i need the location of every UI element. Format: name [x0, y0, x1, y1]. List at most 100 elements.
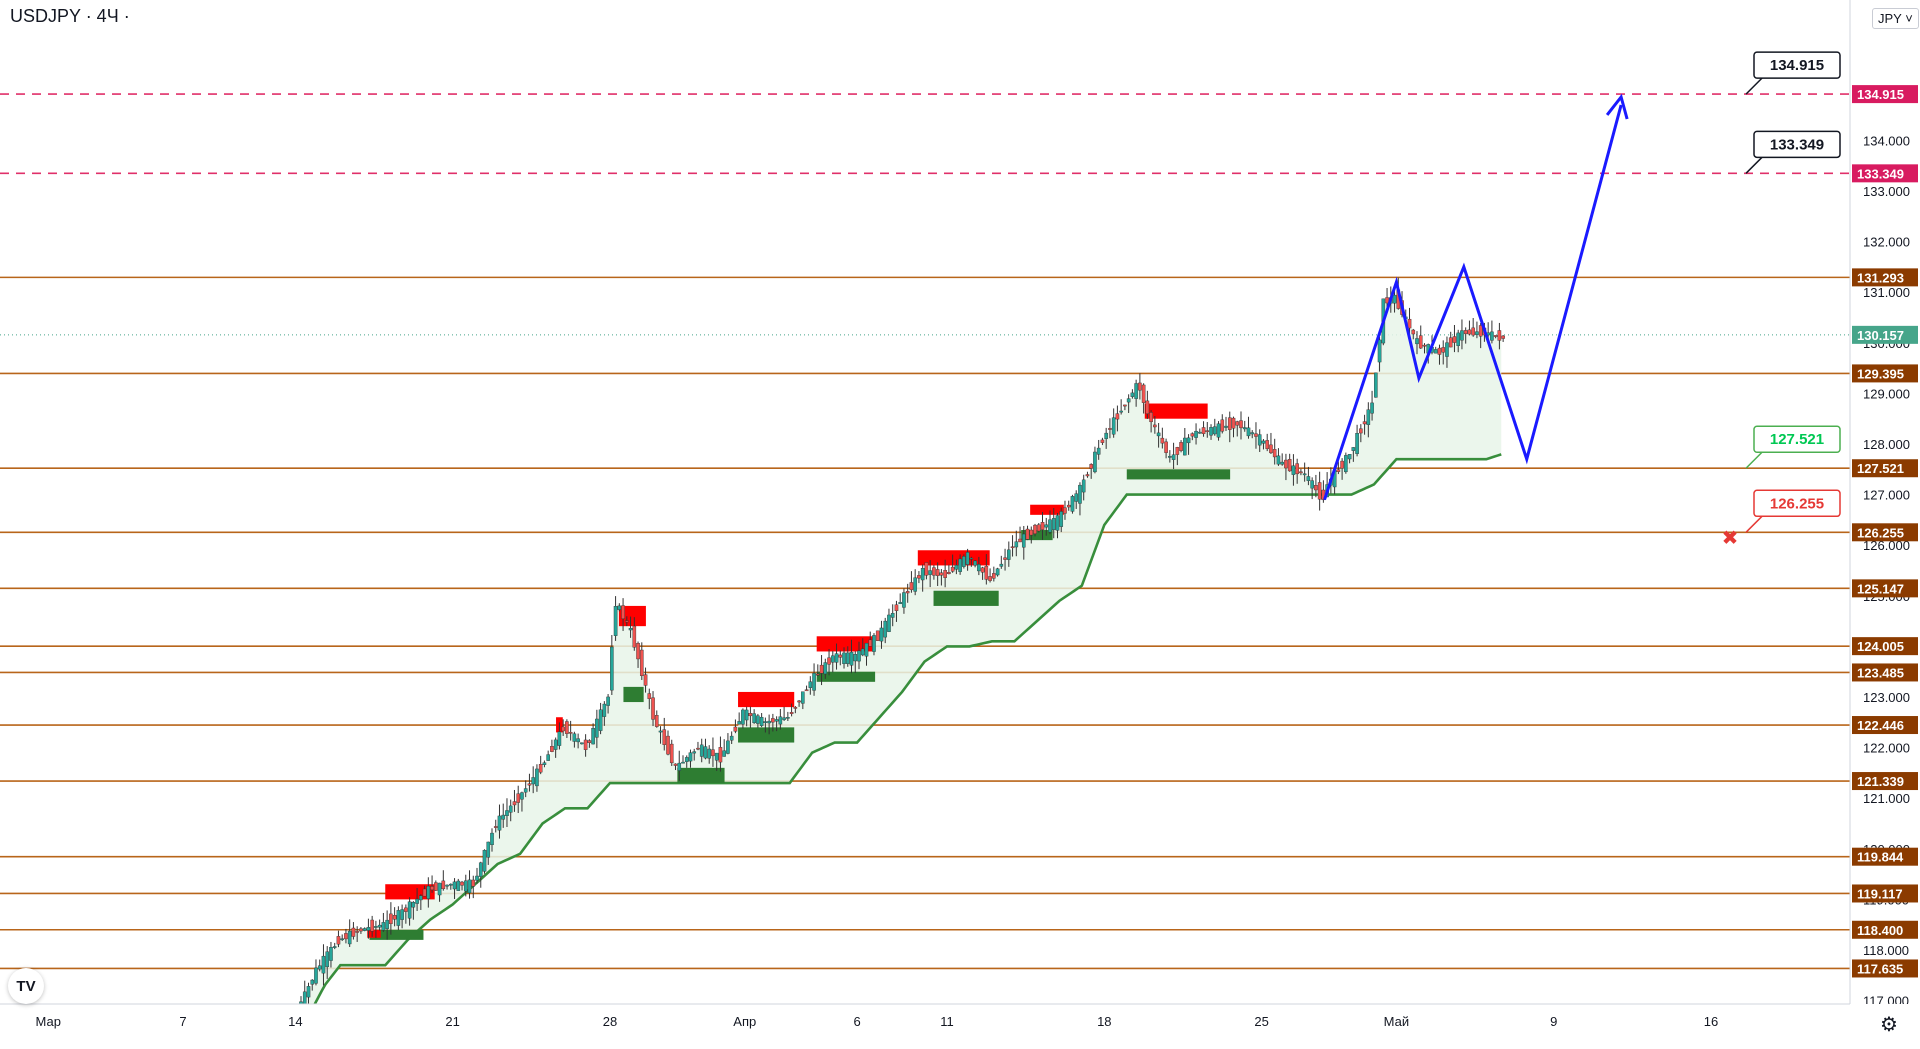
- candle-body: [1287, 459, 1292, 472]
- candle-body: [1007, 549, 1011, 560]
- candle-body: [827, 657, 831, 665]
- callout-label: 134.915: [1770, 57, 1824, 74]
- candle-body: [1231, 417, 1236, 429]
- plot-area: 134.915 133.349 127.521 126.255 ✖: [0, 51, 1850, 1004]
- candle-body: [606, 696, 610, 706]
- candle-body: [463, 880, 468, 892]
- candle-body: [1246, 427, 1251, 437]
- candle-body: [823, 662, 828, 675]
- candle-body: [1205, 430, 1210, 432]
- candle-body: [1317, 482, 1322, 500]
- candle-body: [1411, 329, 1416, 335]
- candle-body: [460, 881, 464, 886]
- candle-body: [954, 564, 959, 570]
- candle-body: [325, 951, 330, 968]
- candle-body: [1138, 382, 1142, 391]
- candle-body: [639, 649, 644, 676]
- candle-body: [1280, 461, 1284, 465]
- candle-body: [340, 938, 344, 941]
- currency-selector[interactable]: JPY ˅: [1872, 8, 1919, 29]
- candle-body: [868, 639, 873, 647]
- candle-body: [550, 746, 554, 752]
- candle-body: [1265, 440, 1270, 449]
- callout-box: [1753, 130, 1841, 159]
- candle-body: [1190, 433, 1195, 437]
- candle-body: [370, 919, 374, 932]
- candle-body: [1250, 432, 1255, 435]
- candle-body: [988, 576, 992, 581]
- candle-body: [1070, 496, 1075, 512]
- candle-body: [920, 568, 925, 581]
- level-price-tag-bg: [1852, 523, 1918, 542]
- candle-body: [422, 888, 427, 897]
- time-tick-label: Мар: [35, 1014, 60, 1029]
- candle-body: [377, 924, 382, 928]
- price-tick-label: 122.000: [1863, 741, 1910, 756]
- candle-body: [752, 713, 756, 724]
- candle-body: [493, 826, 498, 828]
- candle-body: [1018, 538, 1022, 543]
- candle-body: [838, 654, 843, 658]
- candle-body: [1033, 524, 1037, 534]
- gear-icon[interactable]: ⚙: [1880, 1014, 1898, 1036]
- candle-body: [314, 967, 318, 984]
- candle-body: [756, 715, 760, 724]
- callout-box: [1753, 425, 1841, 453]
- candle-body: [688, 752, 693, 762]
- time-tick-label: 28: [603, 1014, 617, 1029]
- symbol-title[interactable]: USDJPY · 4Ч ·: [10, 6, 130, 26]
- candle-body: [932, 567, 936, 576]
- candle-body: [684, 757, 689, 762]
- candle-body: [763, 721, 768, 723]
- candle-body: [347, 930, 352, 945]
- candle-body: [1456, 332, 1461, 346]
- candle-body: [890, 613, 895, 618]
- level-price-tag-bg: [1852, 663, 1918, 682]
- candle-body: [598, 709, 603, 731]
- candle-body: [625, 620, 629, 623]
- candle-body: [1272, 449, 1277, 458]
- callout-label: 133.349: [1770, 136, 1824, 153]
- candle-body: [1100, 439, 1105, 443]
- candle-body: [887, 614, 891, 632]
- candle-body: [434, 882, 438, 891]
- candle-body: [400, 909, 404, 920]
- time-tick-label: 21: [445, 1014, 459, 1029]
- candle-body: [894, 604, 899, 611]
- candle-body: [1407, 318, 1412, 329]
- candle-body: [692, 751, 697, 754]
- level-price-tag: 126.255: [1857, 525, 1904, 540]
- candle-body: [1134, 383, 1138, 399]
- candle-body: [1433, 349, 1438, 354]
- tradingview-logo-icon[interactable]: TV: [8, 968, 44, 1004]
- price-tick-label: 127.000: [1863, 488, 1910, 503]
- candle-body: [744, 709, 749, 721]
- candle-body: [947, 572, 951, 575]
- time-tick-label: 16: [1704, 1014, 1718, 1029]
- level-price-tag-bg: [1852, 637, 1918, 656]
- candle-body: [1276, 455, 1281, 465]
- candle-body: [336, 936, 341, 945]
- candle-body: [302, 991, 307, 1004]
- candle-body: [943, 570, 947, 578]
- candle-body: [351, 927, 356, 937]
- target-price-tag: 134.915: [1857, 87, 1904, 102]
- candle-body: [1422, 344, 1427, 347]
- candle-body: [366, 927, 371, 931]
- candle-body: [508, 805, 513, 813]
- candle-body: [1340, 460, 1344, 469]
- candle-body: [830, 655, 835, 663]
- candle-body: [426, 886, 431, 899]
- trailing-stop-line: [313, 453, 1502, 1004]
- candle-body: [1201, 427, 1206, 434]
- candle-body: [1295, 463, 1299, 475]
- candle-body: [441, 880, 446, 890]
- candle-body: [778, 716, 783, 725]
- candle-body: [1284, 459, 1288, 469]
- candle-body: [482, 849, 487, 872]
- level-price-tag: 131.293: [1857, 270, 1904, 285]
- candle-body: [782, 717, 786, 720]
- candle-body: [583, 739, 588, 750]
